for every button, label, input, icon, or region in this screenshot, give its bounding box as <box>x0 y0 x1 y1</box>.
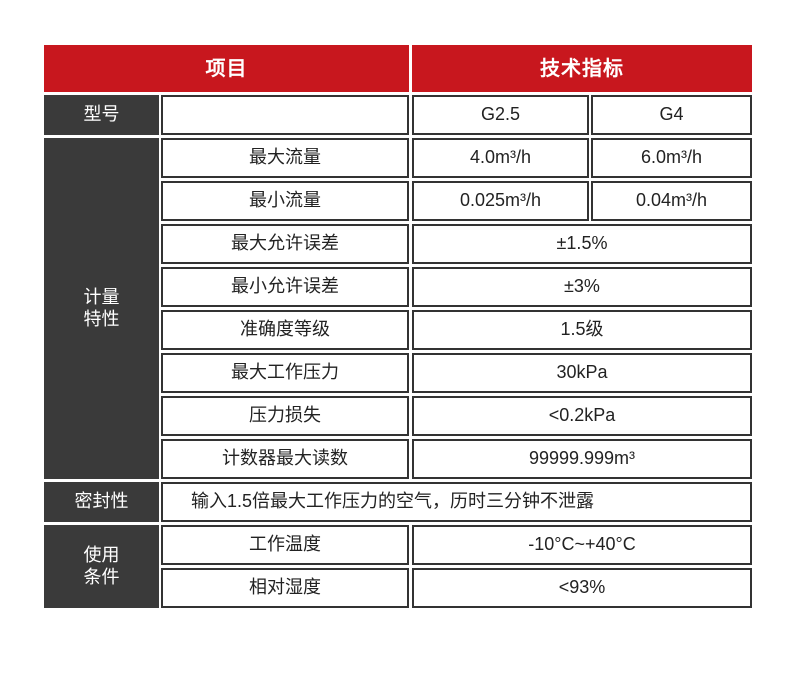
working-temp-value: -10°C~+40°C <box>412 525 752 565</box>
metering-group-line-2: 特性 <box>83 308 120 329</box>
metering-group-line-1: 计量 <box>83 286 120 307</box>
model-g25: G2.5 <box>412 95 589 135</box>
model-label: 型号 <box>44 95 159 135</box>
max-error-value: ±1.5% <box>412 224 752 264</box>
conditions-group-line-2: 条件 <box>83 566 120 587</box>
header-item: 项目 <box>44 45 409 92</box>
accuracy-class-value: 1.5级 <box>412 310 752 350</box>
row-label-accuracy-class: 准确度等级 <box>161 310 409 350</box>
row-label-counter-max: 计数器最大读数 <box>161 439 409 479</box>
row-label-pressure-loss: 压力损失 <box>161 396 409 436</box>
row-label-max-flow: 最大流量 <box>161 138 409 178</box>
humidity-value: <93% <box>412 568 752 608</box>
row-label-min-flow: 最小流量 <box>161 181 409 221</box>
max-flow-g25: 4.0m³/h <box>412 138 589 178</box>
sealing-label: 密封性 <box>44 482 159 522</box>
conditions-group-line-1: 使用 <box>83 544 120 565</box>
model-g4: G4 <box>591 95 752 135</box>
model-empty-cell <box>161 95 409 135</box>
row-label-working-temp: 工作温度 <box>161 525 409 565</box>
counter-max-value: 99999.999m³ <box>412 439 752 479</box>
conditions-group-label: 使用 条件 <box>44 525 159 608</box>
row-label-max-error: 最大允许误差 <box>161 224 409 264</box>
row-label-max-pressure: 最大工作压力 <box>161 353 409 393</box>
pressure-loss-value: <0.2kPa <box>412 396 752 436</box>
sealing-value: 输入1.5倍最大工作压力的空气，历时三分钟不泄露 <box>161 482 752 522</box>
row-label-humidity: 相对湿度 <box>161 568 409 608</box>
row-label-min-error: 最小允许误差 <box>161 267 409 307</box>
max-flow-g4: 6.0m³/h <box>591 138 752 178</box>
min-flow-g25: 0.025m³/h <box>412 181 589 221</box>
min-flow-g4: 0.04m³/h <box>591 181 752 221</box>
metering-group-label: 计量 特性 <box>44 138 159 479</box>
max-pressure-value: 30kPa <box>412 353 752 393</box>
header-spec: 技术指标 <box>412 45 752 92</box>
min-error-value: ±3% <box>412 267 752 307</box>
